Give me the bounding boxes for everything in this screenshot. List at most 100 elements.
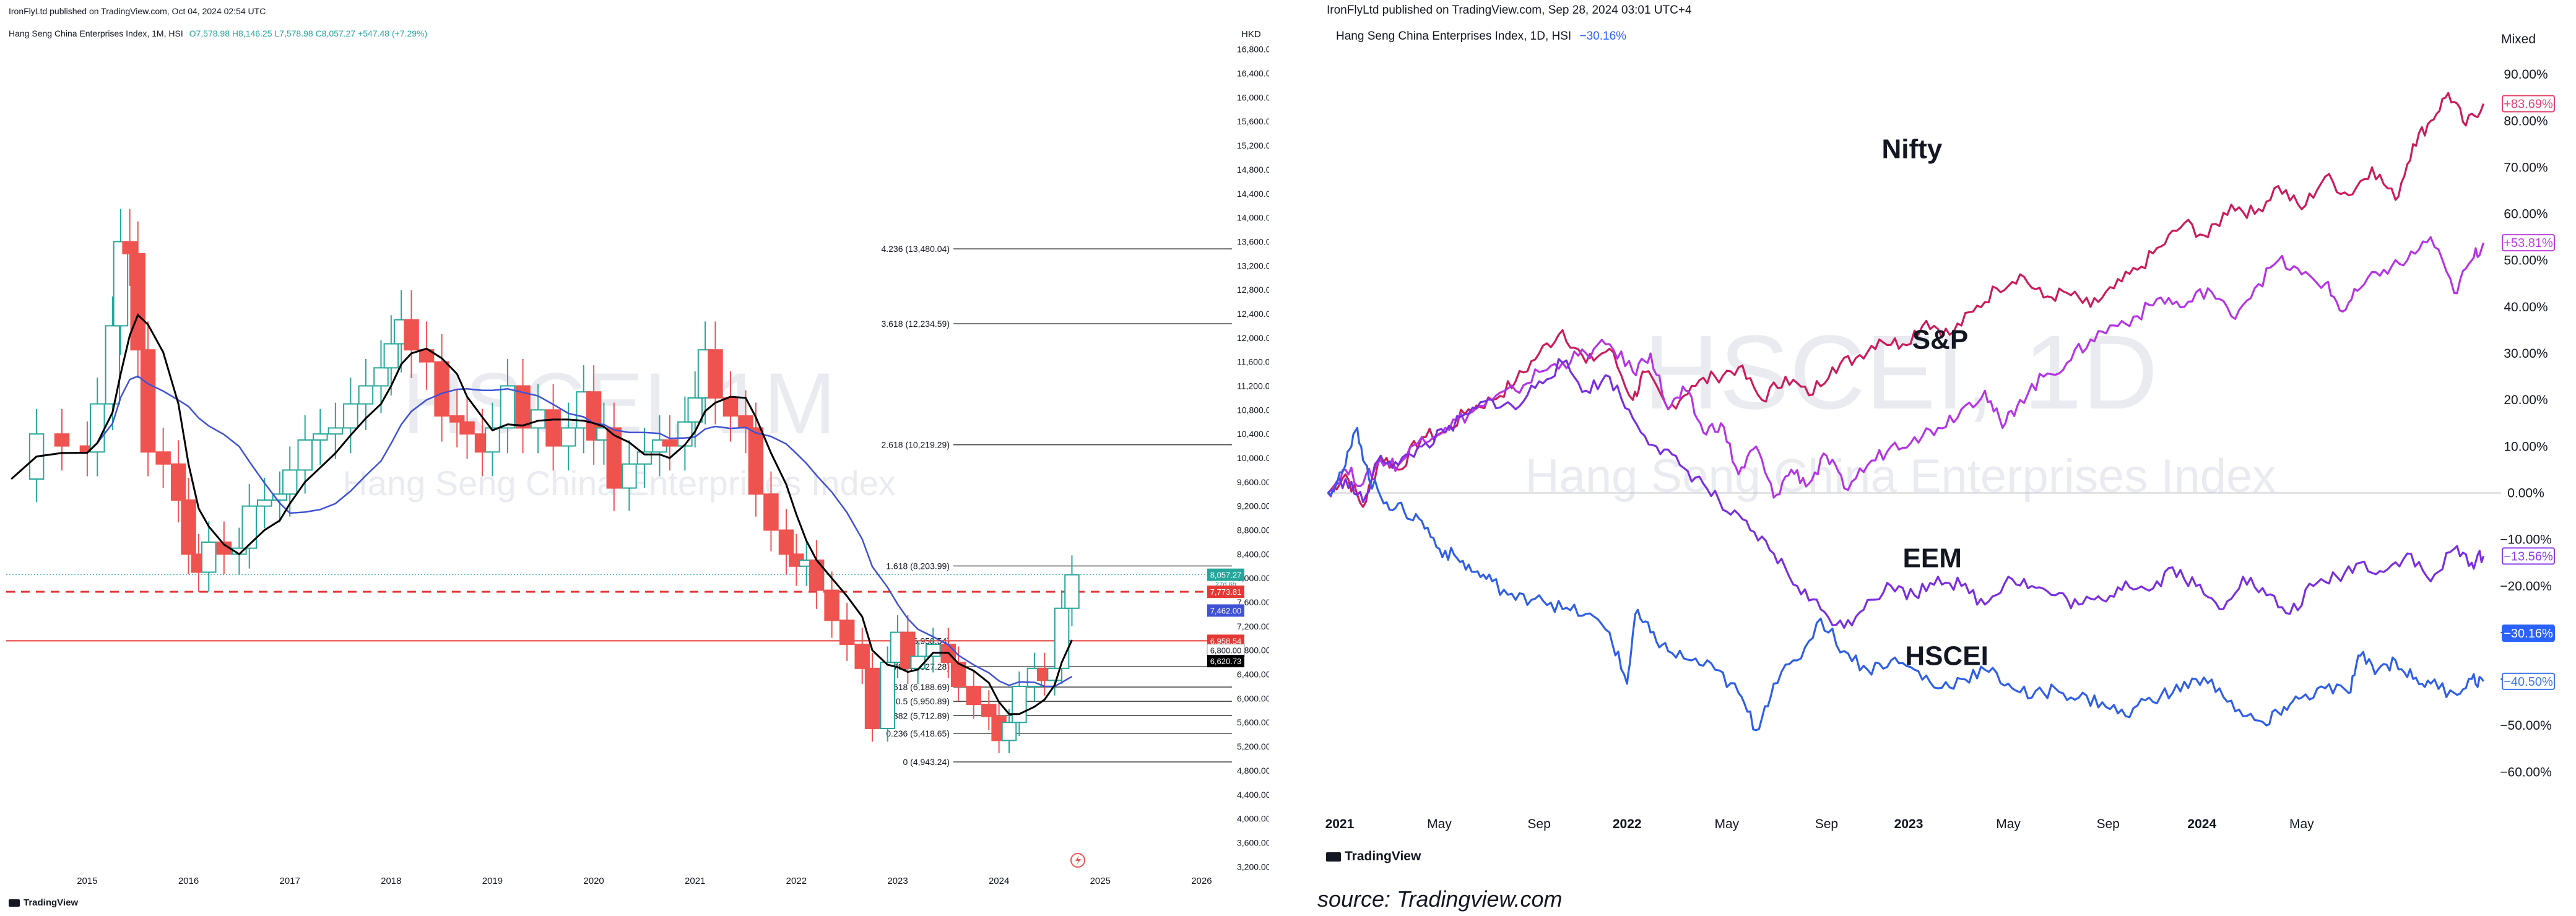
candle-body (748, 427, 764, 495)
candle-body (1037, 667, 1052, 681)
price-tag-countdown: 27d 6h (1215, 581, 1236, 589)
candle-body (79, 445, 95, 453)
candle-body (105, 325, 121, 405)
left-y-tick-label: 7,200.00 (1237, 621, 1269, 631)
left-x-tick-label: 2015 (77, 876, 97, 886)
candle-body (404, 319, 419, 351)
left-y-tick-label: 3,200.00 (1237, 862, 1269, 871)
candle-body (722, 397, 739, 417)
candle-body (1001, 722, 1017, 741)
candle-body (313, 433, 328, 441)
left-x-tick-label: 2021 (685, 876, 705, 886)
candle-body (201, 541, 217, 573)
left-y-tick-label: 13,600.00 (1237, 236, 1269, 246)
left-candlestick-chart[interactable]: HSCEI, 1M Hang Seng China Enterprises In… (0, 0, 1269, 916)
left-x-tick-label: 2026 (1191, 876, 1212, 886)
candle-body (485, 427, 500, 453)
left-y-tick-label: 15,200.00 (1237, 140, 1269, 150)
right-x-tick-label: Sep (1527, 817, 1550, 831)
slow-moving-average-line (11, 375, 1073, 688)
series-name-label: HSCEI (1905, 641, 1988, 672)
right-y-tick-label: 70.00% (2504, 160, 2548, 175)
candle-body (662, 439, 678, 447)
fib-level-label: 0.382 (5,712.89) (886, 711, 950, 720)
candle-body (113, 241, 129, 327)
price-tag-box (1207, 604, 1244, 617)
left-symbol-legend[interactable]: Hang Seng China Enterprises Index, 1M, H… (9, 28, 427, 38)
candle-body (1064, 574, 1080, 609)
right-tradingview-logo[interactable]: TradingView (1326, 849, 1421, 864)
lightning-icon[interactable] (1070, 853, 1085, 868)
right-symbol-change: −30.16% (1579, 30, 1627, 43)
candle-body (358, 385, 374, 405)
left-x-tick-label: 2019 (482, 876, 503, 886)
scale-mode-label[interactable]: Mixed (2501, 32, 2536, 46)
candle-body (434, 361, 449, 417)
left-y-tick-label: 12,400.00 (1237, 309, 1269, 319)
left-watermark-ticker: HSCEI, 1M (402, 355, 836, 452)
right-y-tick-label: −10.00% (2500, 533, 2552, 547)
price-tag-box (1207, 644, 1245, 657)
right-symbol-legend[interactable]: Hang Seng China Enterprises Index, 1D, H… (1336, 30, 1626, 43)
left-y-tick-label: 13,200.00 (1237, 261, 1269, 270)
candle-body (257, 499, 272, 507)
candle-body (910, 655, 926, 669)
candle-body (191, 553, 207, 573)
series-line-nifty (1327, 92, 2485, 508)
candle-body (1026, 667, 1043, 687)
right-y-tick-label: −30.00% (2500, 626, 2552, 640)
left-y-tick-label: 11,600.00 (1237, 357, 1269, 367)
candle-body (966, 685, 981, 706)
left-x-tick-label: 2017 (279, 876, 300, 886)
right-x-tick-label: May (2289, 817, 2314, 831)
left-x-tick-label: 2020 (583, 876, 604, 886)
candle-body (545, 409, 561, 447)
left-y-tick-label: 16,800.00 (1237, 45, 1269, 54)
candle-body (738, 415, 753, 429)
left-tradingview-logo[interactable]: TradingView (9, 897, 78, 908)
candle-body (940, 644, 956, 663)
left-brand-label: TradingView (24, 897, 79, 908)
right-y-tick-label: −40.00% (2500, 672, 2552, 686)
left-y-tick-label: 3,600.00 (1237, 837, 1269, 847)
candle-body (216, 541, 232, 555)
right-comparison-chart[interactable]: HSCEI, 1D Hang Seng China Enterprises In… (1312, 0, 2576, 866)
right-x-tick-label: May (1427, 817, 1452, 831)
candle-body (1047, 667, 1062, 681)
left-y-tick-label: 11,200.00 (1237, 381, 1269, 391)
left-ohlc-open: O7,578.98 (189, 28, 230, 38)
right-y-tick-label: 40.00% (2504, 300, 2548, 314)
tradingview-icon (9, 899, 20, 907)
candle-body (232, 547, 247, 555)
candle-body (697, 349, 713, 399)
price-tag-box (1207, 634, 1244, 647)
left-y-tick-label: 14,800.00 (1237, 165, 1269, 175)
fib-level-label: 0.5 (5,950.89) (896, 696, 950, 706)
candle-body (241, 505, 257, 549)
candle-body (622, 463, 637, 489)
candle-body (140, 349, 156, 453)
series-name-label: Nifty (1881, 134, 1942, 164)
fib-level-label: 0.236 (5,418.65) (886, 728, 950, 738)
left-y-tick-label: 14,400.00 (1237, 189, 1269, 199)
candle-body (606, 427, 622, 489)
right-x-tick-label: 2022 (1613, 817, 1642, 831)
series-end-tag (2502, 95, 2555, 113)
right-y-tick-label: 0.00% (2507, 486, 2544, 500)
candle-body (418, 349, 435, 363)
left-y-tick-label: 4,800.00 (1237, 766, 1269, 776)
right-x-tick-label: 2023 (1894, 817, 1923, 831)
left-symbol-title: Hang Seng China Enterprises Index, 1M, H… (9, 28, 183, 38)
candle-body (272, 493, 288, 501)
series-end-tag (2502, 547, 2555, 565)
candle-body (181, 499, 196, 555)
left-y-tick-label: 12,800.00 (1237, 285, 1269, 295)
fib-level-label: 3.618 (12,234.59) (881, 319, 950, 329)
candle-body (297, 439, 313, 471)
right-y-tick-label: 50.00% (2504, 254, 2548, 268)
candle-body (170, 463, 186, 501)
fib-level-label: 4.236 (13,480.04) (881, 244, 950, 254)
left-y-tick-label: 12,000.00 (1237, 333, 1269, 343)
candle-body (799, 560, 814, 567)
left-x-tick-label: 2022 (786, 876, 807, 886)
